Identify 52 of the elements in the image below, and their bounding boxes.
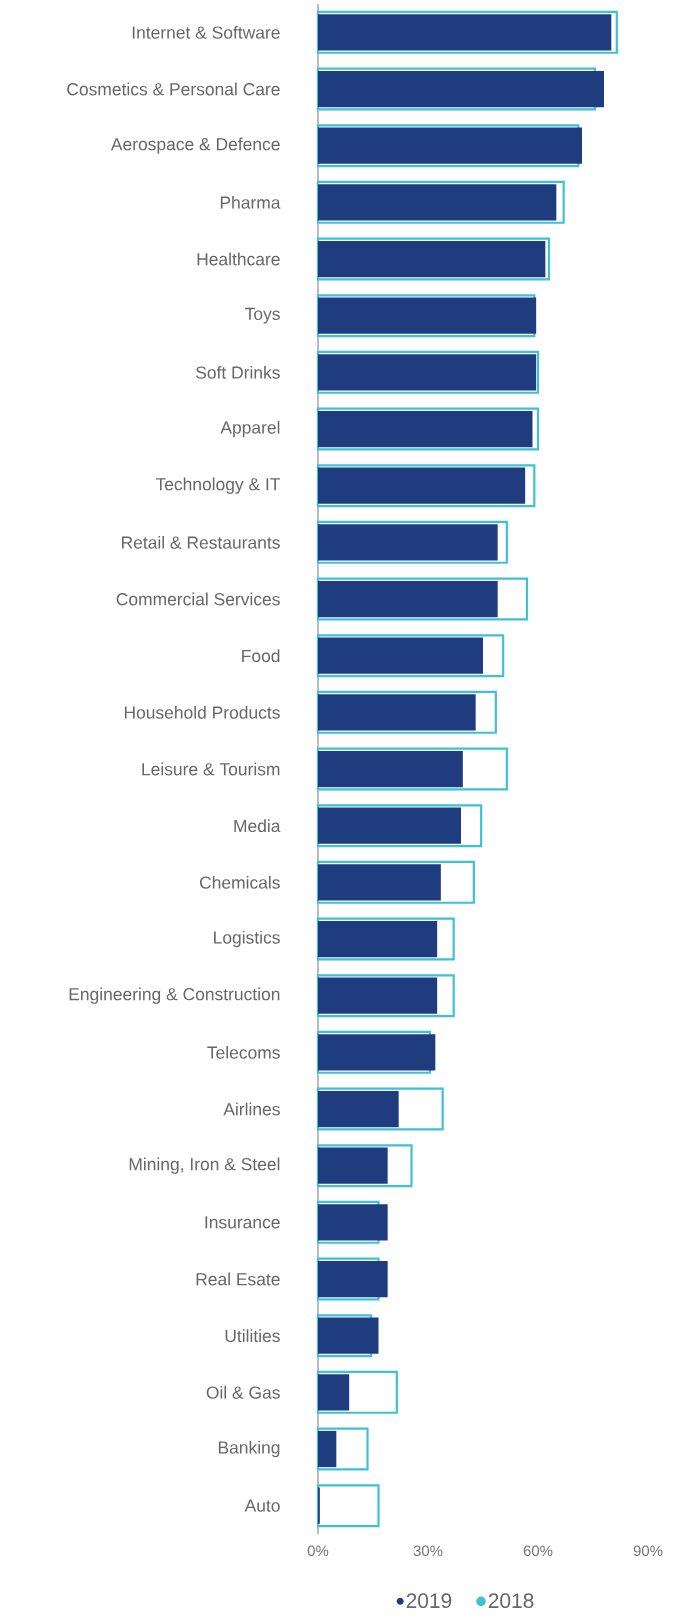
- x-tick-label: 30%: [413, 1545, 443, 1557]
- bar: [318, 524, 498, 561]
- bar: [318, 467, 526, 504]
- y-tick-label: Utilities: [225, 1329, 280, 1343]
- bar: [318, 1204, 388, 1241]
- bar: [318, 920, 438, 958]
- bar: [318, 977, 438, 1014]
- y-tick-label: Healthcare: [197, 252, 280, 266]
- y-tick-label: Apparel: [220, 420, 280, 438]
- y-tick-label: Mining, Iron & Steel: [129, 1157, 280, 1174]
- y-tick-label: Soft Drinks: [196, 365, 280, 379]
- y-tick-label: Food: [242, 649, 280, 663]
- y-tick-label: Retail & Restaurants: [122, 535, 280, 549]
- bar: [318, 694, 476, 731]
- x-tick-label: 0%: [307, 1545, 329, 1557]
- y-tick-label: Cosmetics & Personal Care: [67, 82, 280, 96]
- bar: [318, 807, 461, 844]
- y-tick-label: Commercial Services: [116, 592, 280, 606]
- bar: [318, 1374, 350, 1411]
- y-tick-label: Logistics: [214, 930, 280, 948]
- bar: [318, 1260, 388, 1298]
- y-tick-label: Technology & IT: [155, 477, 281, 494]
- bar: [318, 750, 463, 788]
- y-tick-label: Insurance: [205, 1216, 280, 1229]
- y-tick-label: Banking: [218, 1440, 280, 1458]
- bar: [318, 637, 483, 674]
- bar: [316, 1484, 380, 1528]
- y-tick-label: Aerospace & Defence: [110, 137, 280, 154]
- y-tick-label: Real Esate: [196, 1272, 280, 1286]
- bar: [318, 1430, 337, 1468]
- y-tick-label: Oil & Gas: [206, 1385, 280, 1399]
- y-tick-label: Chemicals: [199, 875, 280, 889]
- y-tick-label: Toys: [245, 307, 280, 324]
- y-tick-label: Telecoms: [207, 1045, 280, 1059]
- bar: [318, 1090, 399, 1128]
- y-tick-label: Internet & Software: [132, 25, 280, 39]
- y-tick-label: Media: [234, 819, 281, 833]
- x-tick-label: 90%: [633, 1545, 663, 1557]
- bar: [318, 580, 498, 618]
- y-tick-label: Household Products: [124, 705, 280, 719]
- bar: [318, 70, 604, 108]
- bar: [318, 1317, 379, 1354]
- x-tick-label: 60%: [523, 1545, 553, 1557]
- legend-label: 2019: [406, 1593, 452, 1609]
- bar: [318, 864, 441, 901]
- y-tick-label: Engineering & Construction: [69, 987, 280, 1004]
- y-tick-label: Airlines: [223, 1102, 280, 1116]
- bar: [318, 1147, 388, 1184]
- legend-label: 2018: [488, 1593, 534, 1609]
- y-tick-label: Auto: [244, 1499, 280, 1512]
- y-tick-label: Leisure & Tourism: [142, 762, 280, 776]
- y-tick-label: Pharma: [220, 195, 281, 209]
